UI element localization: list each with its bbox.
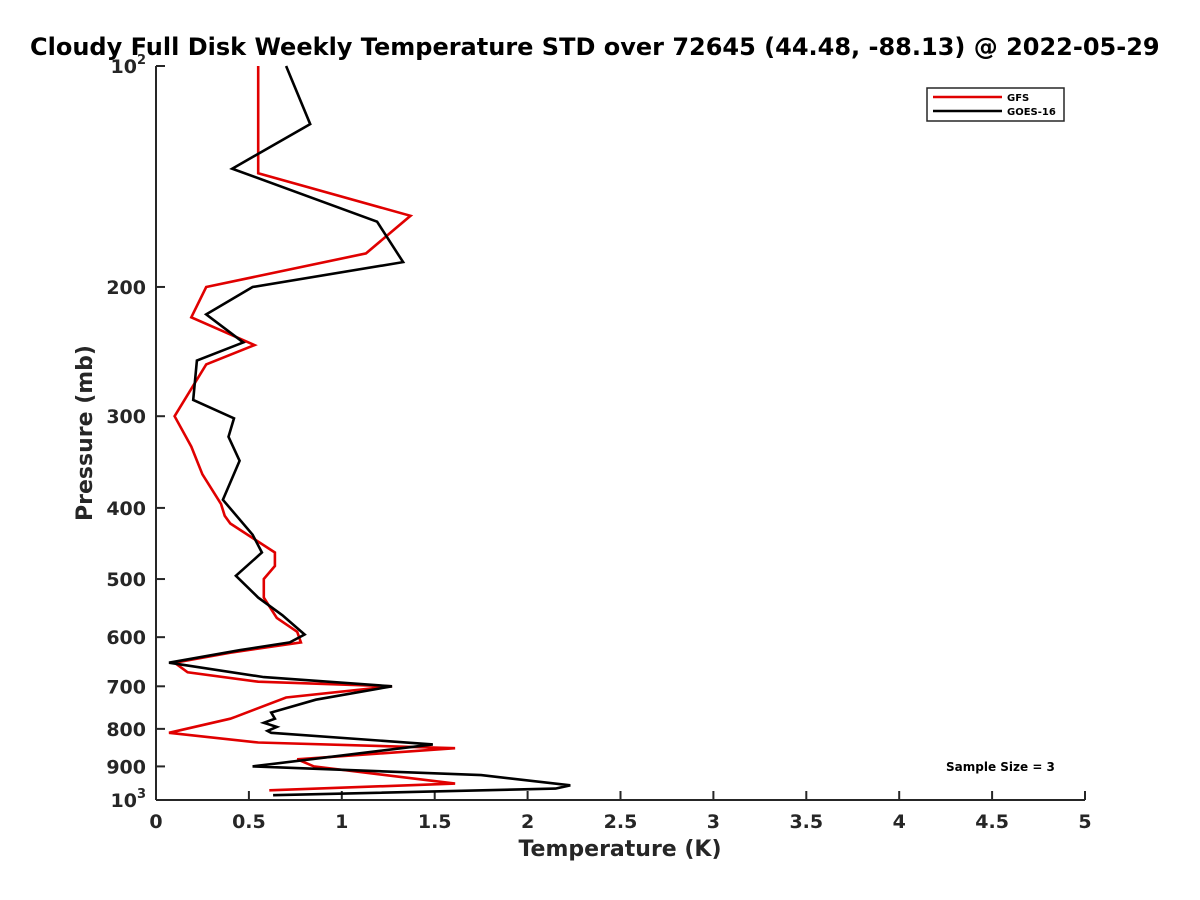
legend: GFS GOES-16 bbox=[926, 87, 1065, 122]
legend-box bbox=[926, 87, 1065, 122]
series-lines bbox=[168, 65, 571, 797]
legend-label-gfs: GFS bbox=[1007, 93, 1029, 104]
x-axis-label: Temperature (K) bbox=[518, 837, 721, 862]
x-tick-label: 1.5 bbox=[418, 811, 452, 833]
x-tick-label: 3 bbox=[707, 811, 720, 833]
x-ticks: 0 0.5 1 1.5 2 2.5 3 3.5 4 4.5 5 bbox=[149, 791, 1092, 833]
series-line-goes16 bbox=[168, 65, 571, 797]
x-tick-label: 3.5 bbox=[789, 811, 823, 833]
x-tick-label: 5 bbox=[1078, 811, 1091, 833]
y-tick-label: 400 bbox=[106, 498, 146, 520]
y-tick-label: 800 bbox=[106, 719, 146, 741]
x-tick-label: 0.5 bbox=[232, 811, 266, 833]
x-tick-label: 0 bbox=[149, 811, 162, 833]
y-tick-label: 500 bbox=[106, 569, 146, 591]
y-tick-label: 600 bbox=[106, 627, 146, 649]
y-axis-label: Pressure (mb) bbox=[73, 345, 98, 521]
x-tick-label: 2 bbox=[521, 811, 534, 833]
y-tick-label: 700 bbox=[106, 676, 146, 698]
y-ticks: 102 200 300 400 500 600 700 800 900 103 bbox=[106, 53, 165, 812]
x-tick-label: 1 bbox=[335, 811, 348, 833]
y-tick-label: 300 bbox=[106, 406, 146, 428]
x-tick-label: 2.5 bbox=[604, 811, 638, 833]
x-tick-label: 4.5 bbox=[975, 811, 1009, 833]
y-tick-label: 102 bbox=[111, 53, 147, 78]
sample-size-annotation: Sample Size = 3 bbox=[946, 760, 1055, 774]
legend-label-goes16: GOES-16 bbox=[1007, 107, 1056, 118]
y-tick-label: 900 bbox=[106, 756, 146, 778]
y-tick-label: 103 bbox=[111, 787, 147, 812]
x-tick-label: 4 bbox=[893, 811, 906, 833]
chart-title: Cloudy Full Disk Weekly Temperature STD … bbox=[30, 33, 1160, 61]
plot-area bbox=[156, 66, 1085, 800]
y-tick-label: 200 bbox=[106, 277, 146, 299]
